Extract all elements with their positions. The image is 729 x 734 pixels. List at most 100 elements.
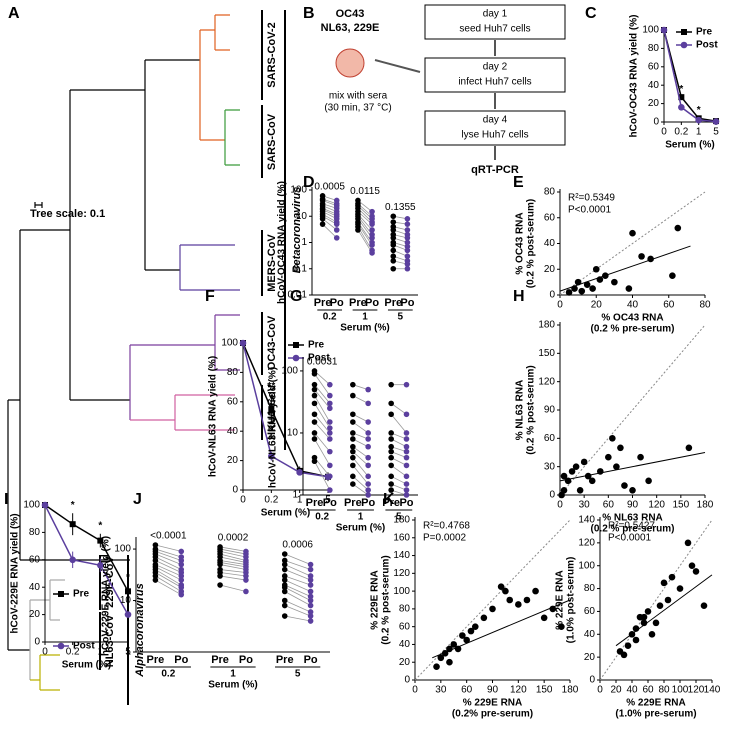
- pair-line: [284, 560, 311, 570]
- y-tick-label: 80: [399, 604, 411, 615]
- point: [645, 477, 652, 485]
- dot: [178, 573, 185, 579]
- point: [450, 641, 458, 648]
- marker: [239, 339, 247, 347]
- pair-line: [390, 403, 407, 415]
- dot: [327, 430, 333, 436]
- point: [637, 453, 644, 461]
- step-text: seed Huh7 cells: [459, 24, 530, 35]
- x-tick-label: 140: [704, 685, 721, 696]
- dot: [388, 454, 394, 461]
- dot: [311, 430, 318, 436]
- pair-line: [155, 548, 182, 558]
- dot: [390, 265, 397, 272]
- x-tick-label: 60: [603, 500, 615, 511]
- pair-line: [314, 438, 331, 466]
- y-tick-label: 40: [227, 426, 239, 437]
- stat-label: P<0.0001: [608, 533, 652, 544]
- y-tick-label: 160: [393, 532, 410, 543]
- pair-label: Po: [330, 297, 344, 309]
- pair-line: [219, 548, 247, 555]
- dot: [365, 454, 371, 461]
- point: [506, 596, 514, 604]
- point: [589, 285, 596, 292]
- y-tick-label: 100: [23, 500, 40, 511]
- dot: [350, 419, 356, 425]
- y-tick-label: 120: [578, 537, 595, 548]
- y-tick-label: 30: [544, 461, 556, 472]
- y-tick-label: 100: [642, 25, 659, 36]
- pair-line: [352, 483, 369, 496]
- dot: [311, 400, 318, 407]
- x-tick-label: 180: [562, 685, 579, 696]
- significance: **: [267, 381, 275, 392]
- x-tick-label: 0: [597, 685, 603, 696]
- point: [580, 458, 588, 466]
- y-tick-label: 1: [301, 237, 307, 248]
- dot: [327, 400, 333, 407]
- marker: [97, 561, 104, 569]
- marker: [681, 29, 687, 35]
- dot: [311, 386, 318, 393]
- dot: [350, 430, 356, 436]
- group-label: 1: [362, 312, 368, 323]
- clade-label: MERS-CoV: [266, 234, 278, 292]
- pair-label: Pre: [276, 654, 294, 666]
- legend-label: Post: [73, 641, 95, 652]
- point: [605, 453, 612, 461]
- dot: [311, 370, 318, 377]
- y-tick-label: 60: [227, 396, 239, 407]
- point: [644, 608, 652, 615]
- panel-label: H: [513, 288, 525, 305]
- clade-label: NL63-CoV: [104, 614, 116, 667]
- dot: [152, 542, 159, 548]
- x-tick-label: 20: [610, 685, 622, 696]
- y-tick-label: 180: [538, 320, 555, 331]
- pair-line: [219, 553, 247, 561]
- y-tick-label: 60: [29, 554, 41, 565]
- marker: [69, 556, 76, 564]
- x-tick-label: 0: [557, 500, 563, 511]
- panel-label: J: [133, 491, 142, 508]
- dot: [217, 582, 223, 588]
- x-tick-label: 5: [325, 495, 331, 506]
- point: [617, 444, 624, 452]
- pair-line: [352, 451, 369, 466]
- step-day: day 2: [483, 62, 508, 73]
- dot: [307, 597, 314, 604]
- y-axis-label: (0.2 % post-serum): [526, 365, 537, 454]
- dot: [178, 557, 185, 564]
- dot: [369, 235, 375, 241]
- genus-label: Alphacoronavirus: [134, 583, 146, 678]
- y-tick-label: 80: [648, 43, 660, 54]
- series-line: [663, 29, 717, 122]
- point: [583, 281, 591, 289]
- point: [700, 602, 708, 610]
- point: [676, 585, 684, 592]
- point: [660, 579, 668, 587]
- p-value: 0.0002: [218, 533, 249, 544]
- y-tick-label: 0: [549, 490, 555, 501]
- point: [576, 486, 584, 494]
- x-axis-label: Serum (%): [261, 508, 310, 519]
- significance: *: [679, 84, 683, 95]
- step-text: lyse Huh7 cells: [461, 130, 528, 141]
- x-tick-label: 1: [696, 127, 702, 138]
- dot: [350, 454, 356, 461]
- dot: [390, 213, 397, 220]
- y-tick-label: 0.01: [288, 290, 308, 301]
- dot: [403, 492, 410, 498]
- y-tick-label: 20: [227, 455, 239, 466]
- x-tick-label: 150: [536, 685, 553, 696]
- dot: [403, 381, 410, 388]
- y-axis-label: hCoV-NL63 RNA yield (%): [208, 356, 219, 477]
- dot: [403, 411, 410, 418]
- y-tick-label: 0: [549, 290, 555, 301]
- point: [459, 632, 466, 639]
- dot: [350, 392, 356, 399]
- pair-line: [284, 564, 311, 577]
- dot: [404, 261, 411, 267]
- marker: [712, 118, 720, 125]
- pair-line: [219, 546, 247, 552]
- y-tick-label: 0.1: [293, 263, 307, 274]
